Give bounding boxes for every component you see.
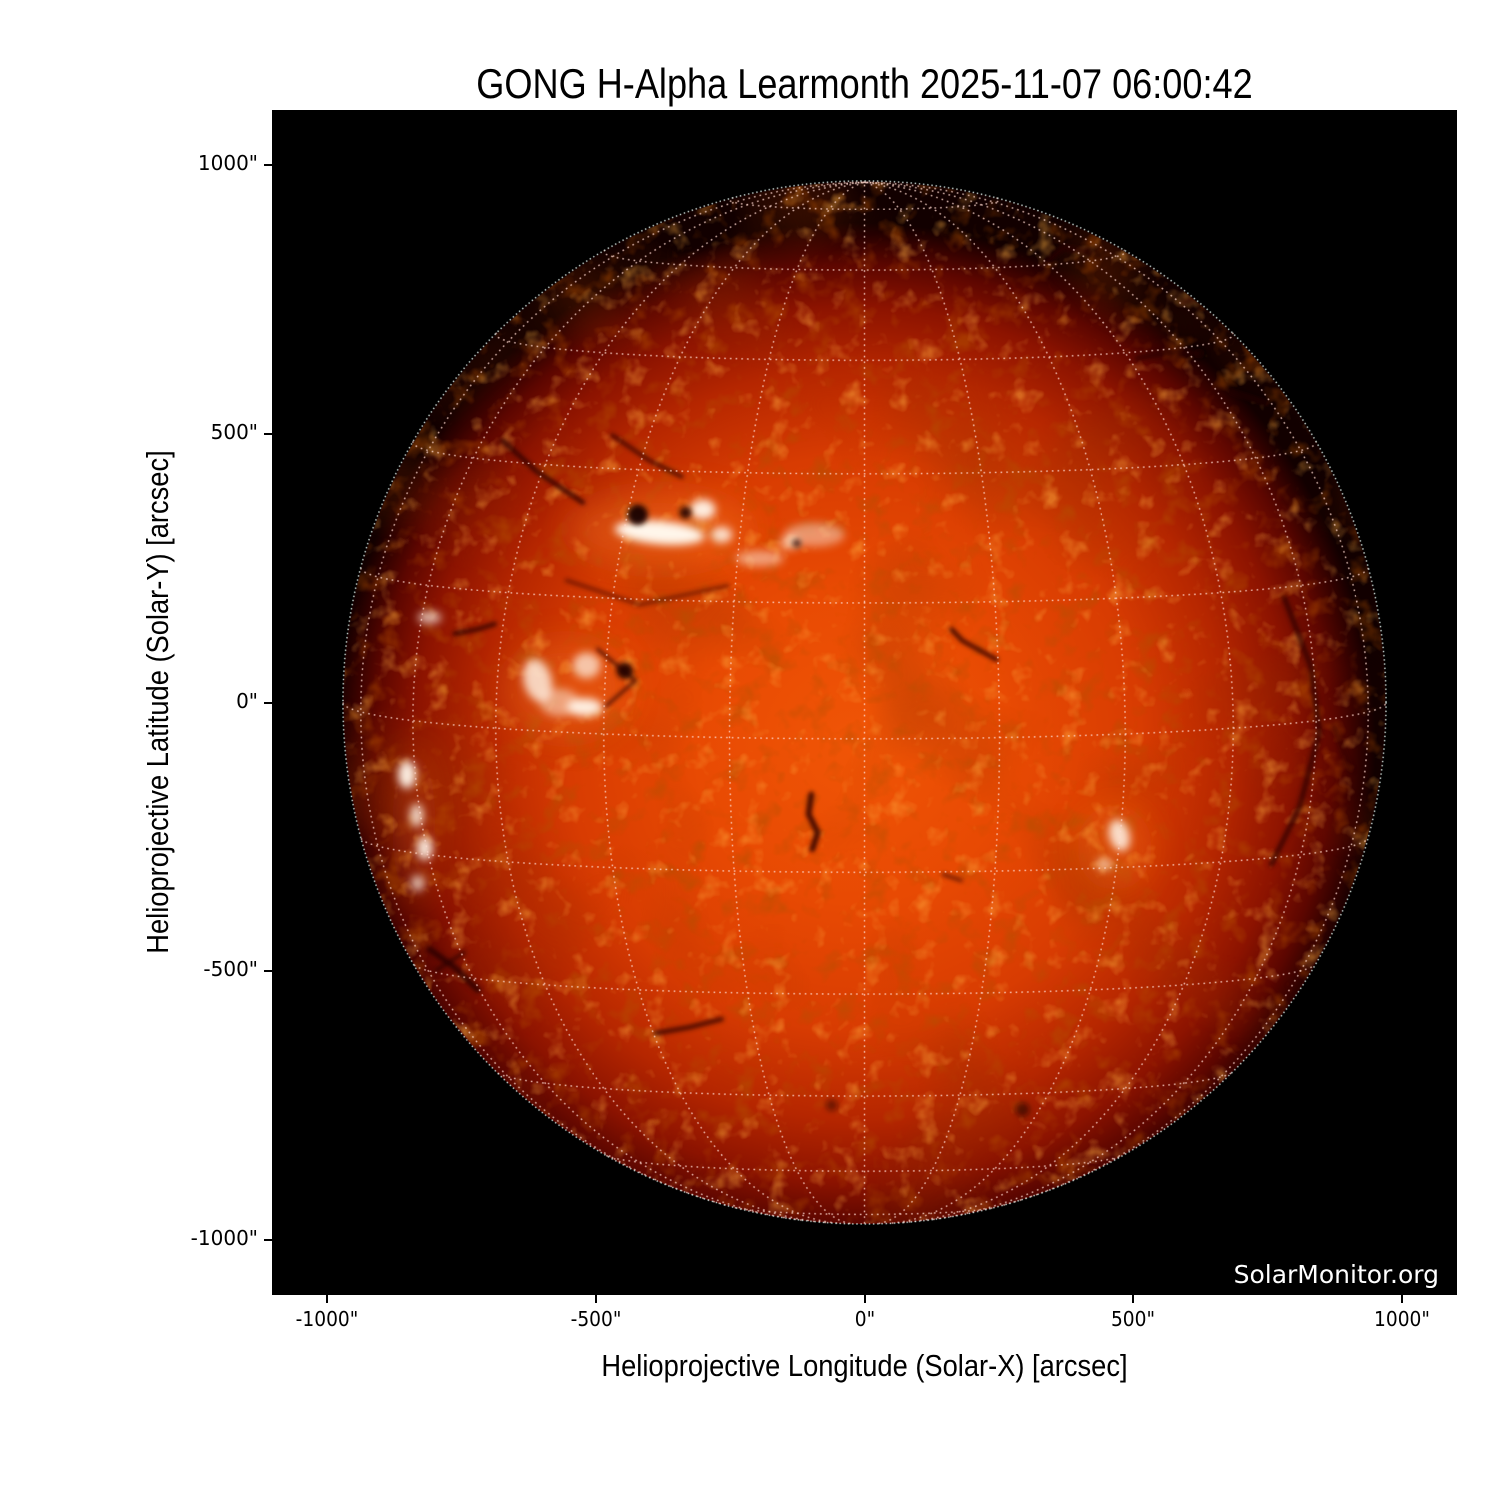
sunspot: [792, 539, 802, 548]
grid-meridian: [412, 181, 865, 1221]
plage: [522, 658, 553, 703]
grid-meridian: [864, 181, 1317, 1221]
x-axis-label: Helioprojective Longitude (Solar-X) [arc…: [601, 1348, 1128, 1383]
sunspot: [825, 1099, 838, 1112]
y-tick-mark: [264, 701, 272, 704]
grid-meridian: [864, 181, 1127, 1224]
plage: [1096, 858, 1113, 871]
solar-disk-image: [272, 110, 1457, 1295]
filament: [434, 950, 466, 973]
plot-area: SolarMonitor.org: [272, 110, 1457, 1295]
plage: [409, 803, 424, 828]
grid-parallel: [605, 1154, 1124, 1172]
filament: [653, 1016, 724, 1036]
y-tick-label: 0": [236, 688, 258, 713]
plage: [614, 520, 705, 546]
filament: [805, 791, 821, 853]
filament: [595, 647, 638, 708]
x-tick-mark: [325, 1295, 328, 1303]
filament: [500, 438, 586, 505]
filament: [1134, 348, 1202, 361]
solar-limb-outline: [342, 180, 1387, 1225]
y-tick-label: -500": [203, 957, 258, 982]
grid-meridian: [864, 181, 1235, 1224]
y-tick-mark: [264, 1239, 272, 1242]
x-tick-label: 500": [1111, 1307, 1156, 1331]
grid-parallel: [413, 964, 1316, 995]
sunspot: [1015, 1102, 1030, 1117]
y-tick-label: 1000": [197, 150, 258, 175]
plage: [539, 688, 580, 717]
x-tick-label: 1000": [1374, 1307, 1431, 1331]
plage: [417, 611, 442, 625]
plage: [410, 875, 425, 892]
grid-meridian: [864, 181, 1369, 1206]
filament: [564, 578, 730, 607]
plage: [1108, 819, 1131, 852]
plage-halo: [1076, 804, 1153, 891]
watermark: SolarMonitor.org: [1233, 1260, 1439, 1289]
filament: [452, 621, 498, 637]
filaments: [426, 245, 1353, 1036]
plage: [710, 526, 733, 543]
x-tick-mark: [594, 1295, 597, 1303]
sunspot: [627, 504, 648, 526]
x-tick-mark: [863, 1295, 866, 1303]
x-tick-mark: [1132, 1295, 1135, 1303]
page-title: GONG H-Alpha Learmonth 2025-11-07 06:00:…: [476, 60, 1253, 107]
filament: [1269, 595, 1322, 867]
filament: [1332, 725, 1353, 773]
grid-parallel: [412, 441, 1317, 475]
y-tick-label: -1000": [190, 1226, 258, 1251]
grid-meridian: [602, 181, 865, 1224]
grid-parallel: [342, 702, 1387, 740]
x-tick-label: 0": [854, 1307, 875, 1331]
plage: [572, 652, 601, 679]
filament: [1229, 389, 1270, 406]
grid-parallel: [494, 332, 1235, 362]
x-tick-label: -1000": [295, 1307, 359, 1331]
y-tick-mark: [264, 432, 272, 435]
y-tick-mark: [264, 163, 272, 166]
plage: [397, 760, 417, 789]
x-tick-label: -500": [570, 1307, 622, 1331]
filament: [426, 946, 481, 994]
y-tick-mark: [264, 970, 272, 973]
plage: [416, 836, 433, 861]
plage-regions: [397, 499, 1131, 892]
sunspot: [679, 506, 692, 519]
plage-halo: [504, 640, 628, 738]
grid-parallel: [360, 567, 1369, 604]
plage: [689, 499, 716, 520]
grid-meridian: [494, 181, 865, 1224]
plage: [735, 550, 784, 567]
filament: [949, 626, 999, 662]
grid-meridian: [360, 181, 865, 1206]
x-tick-mark: [1401, 1295, 1404, 1303]
filament: [941, 872, 964, 883]
filament: [1036, 245, 1092, 272]
y-tick-label: 500": [210, 419, 258, 444]
heliographic-grid: [342, 181, 1387, 1225]
